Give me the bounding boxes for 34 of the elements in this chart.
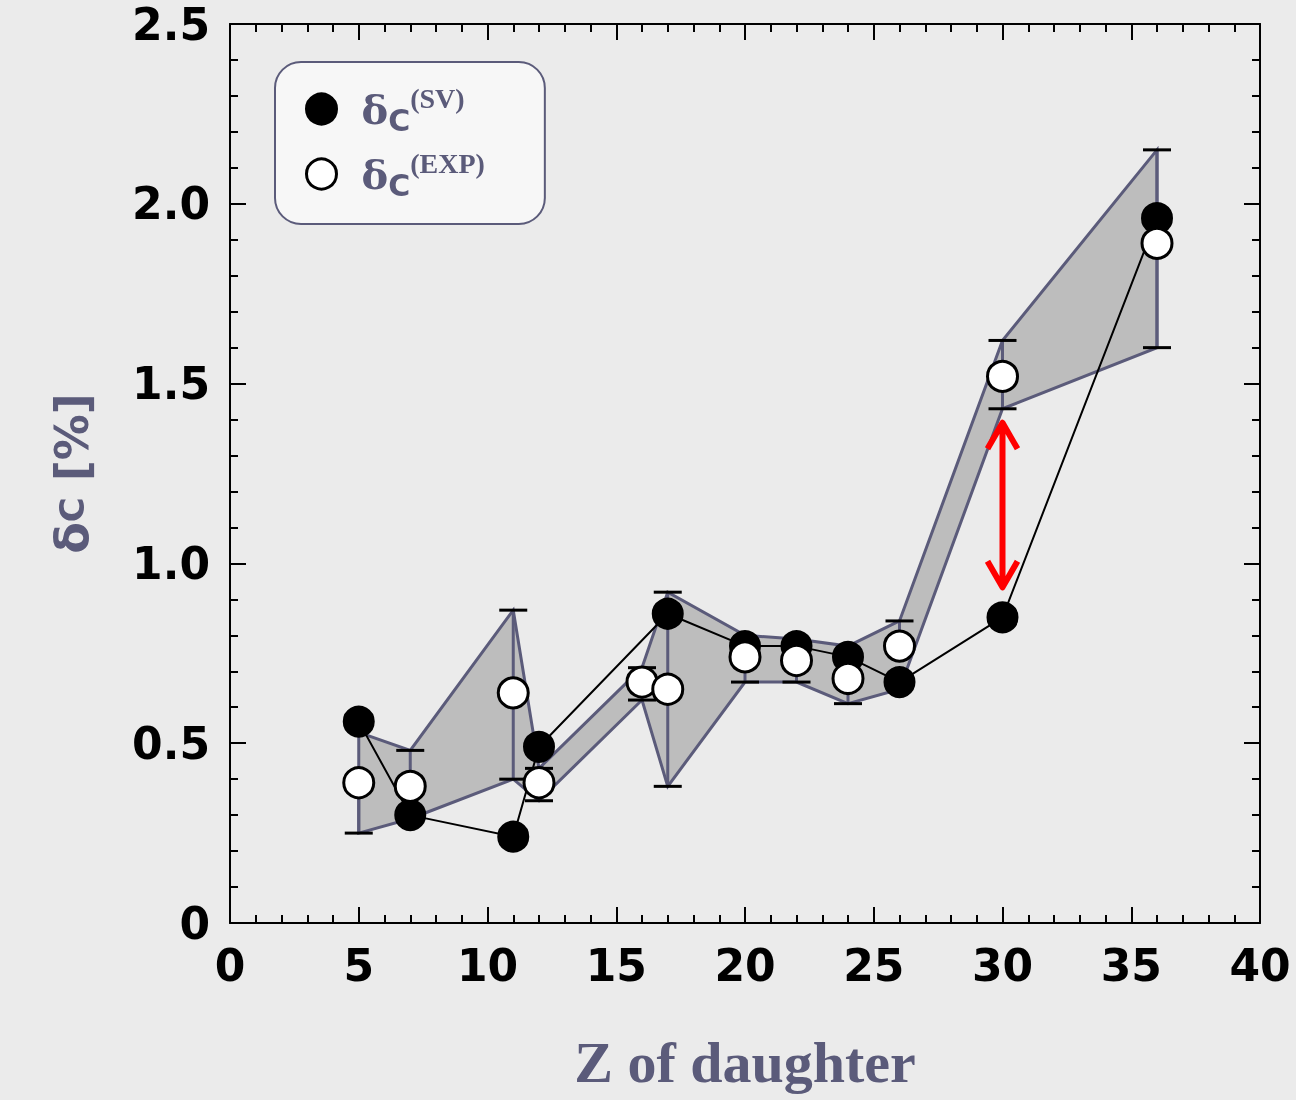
y-tick-label: 0 xyxy=(179,897,210,949)
x-tick-label: 5 xyxy=(343,939,375,991)
point xyxy=(523,730,555,763)
point xyxy=(496,676,530,710)
y-tick-label: 2.0 xyxy=(132,178,210,230)
point xyxy=(342,705,375,738)
x-tick-label: 10 xyxy=(456,939,519,991)
y-axis-title: δC [%] xyxy=(45,393,99,554)
point xyxy=(342,766,376,800)
y-tick-label: 1.0 xyxy=(132,537,210,589)
x-tick-label: 40 xyxy=(1229,939,1291,991)
x-axis-title: Z of daughter xyxy=(574,1029,916,1095)
x-tick-label: 25 xyxy=(843,939,905,991)
y-tick-label: 2.5 xyxy=(132,0,210,50)
point xyxy=(831,661,865,695)
point xyxy=(986,601,1019,634)
point xyxy=(393,769,427,803)
point xyxy=(497,820,530,853)
point xyxy=(883,629,916,663)
point xyxy=(780,644,813,677)
x-tick-label: 15 xyxy=(585,939,647,991)
point xyxy=(651,597,684,630)
point xyxy=(986,359,1019,393)
point xyxy=(1140,226,1174,260)
x-tick-label: 0 xyxy=(214,939,246,991)
x-tick-label: 20 xyxy=(714,939,776,991)
point xyxy=(394,799,427,832)
point xyxy=(651,672,685,706)
point xyxy=(728,640,762,674)
y-tick-label: 1.5 xyxy=(132,358,210,410)
x-tick-label: 30 xyxy=(971,939,1034,991)
point xyxy=(883,666,916,699)
y-tick-label: 0.5 xyxy=(132,717,210,769)
x-tick-label: 35 xyxy=(1100,939,1162,991)
